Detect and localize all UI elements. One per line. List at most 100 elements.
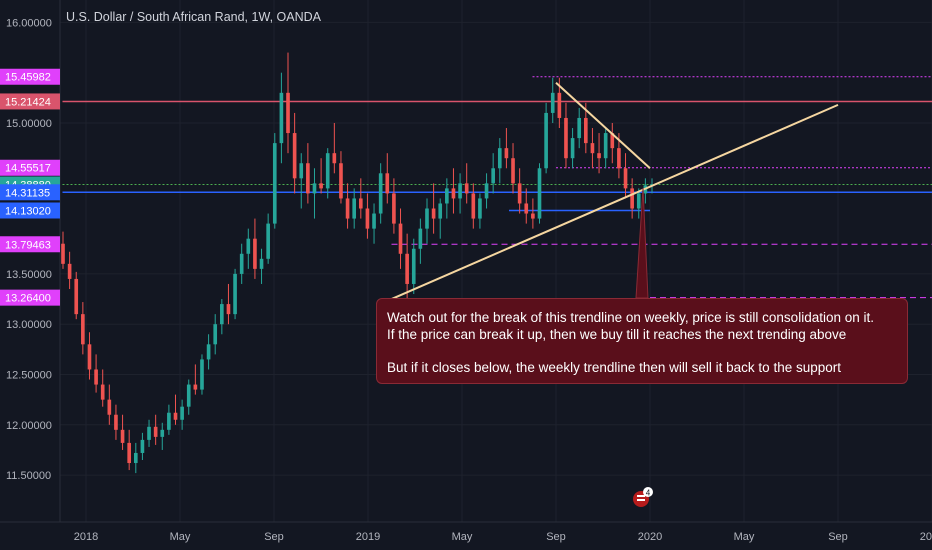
candle	[484, 173, 489, 209]
candle	[418, 218, 423, 264]
candle	[61, 231, 65, 269]
candle-body	[623, 168, 628, 189]
candle-body	[100, 384, 105, 400]
candle-body	[531, 213, 535, 219]
candle-body	[180, 406, 184, 420]
candle	[603, 128, 608, 169]
candle-body	[292, 133, 297, 179]
candle	[173, 394, 178, 425]
candle-body	[431, 208, 436, 219]
candle-body	[127, 442, 131, 464]
price-label-text: 14.13020	[5, 206, 51, 218]
candle	[365, 193, 370, 239]
price-label-text: 15.45982	[5, 72, 51, 84]
candle	[272, 133, 277, 229]
annotation-line-2: If the price can break it up, then we bu…	[387, 327, 847, 342]
trendline	[555, 82, 651, 170]
candle-body	[425, 208, 429, 229]
trendlines[interactable]	[391, 82, 839, 300]
candle	[306, 143, 310, 204]
candle	[226, 283, 231, 325]
candle	[193, 364, 198, 395]
candle-body	[484, 183, 489, 199]
annotation-line-3: But if it closes below, the weekly trend…	[387, 360, 841, 375]
annotation-note[interactable]: Watch out for the break of this trendlin…	[376, 298, 908, 384]
candle	[636, 188, 641, 219]
candle	[464, 163, 469, 204]
candle	[392, 178, 396, 234]
candle	[147, 419, 151, 447]
candle	[239, 243, 244, 284]
candle-body	[226, 304, 231, 315]
candle	[127, 429, 131, 471]
candle-body	[120, 429, 125, 443]
candle-body	[544, 112, 548, 169]
candle	[74, 271, 79, 320]
candle-body	[94, 369, 98, 385]
y-tick-label: 12.50000	[6, 370, 52, 382]
y-tick-label: 15.00000	[6, 118, 52, 130]
trendline	[391, 103, 839, 300]
candle	[100, 369, 105, 407]
candle-body	[504, 148, 509, 159]
x-tick-label: May	[170, 531, 191, 543]
candle-body	[339, 163, 343, 199]
x-tick-label: 2019	[356, 531, 380, 543]
candle-body	[107, 399, 112, 415]
candle-body	[405, 253, 409, 284]
candle	[140, 432, 145, 461]
candle	[471, 183, 476, 229]
candle-body	[365, 208, 370, 229]
candle	[186, 379, 191, 415]
candle-body	[246, 238, 251, 254]
candle-body	[564, 117, 568, 159]
candle	[352, 188, 357, 229]
candle	[81, 302, 85, 355]
candle	[405, 233, 409, 300]
candle	[570, 128, 575, 169]
candle	[491, 153, 495, 194]
earnings-event-icon[interactable]: 4	[632, 487, 654, 509]
price-label-bg	[0, 68, 60, 85]
price-label: 15.45982	[0, 68, 60, 85]
candle-body	[372, 213, 376, 229]
candle-body	[451, 188, 456, 199]
price-label: 14.55517	[0, 159, 60, 176]
candle-body	[239, 253, 244, 274]
candle	[524, 188, 529, 224]
candle-body	[220, 304, 224, 325]
y-tick-label: 13.50000	[6, 269, 52, 281]
candle-body	[617, 148, 621, 169]
y-axis-ticks: 16.00000 15.00000 13.50000 13.00000 12.50000…	[6, 17, 52, 482]
candle-body	[418, 228, 423, 249]
candle-body	[167, 412, 171, 430]
candle	[94, 354, 98, 393]
annotation-line-1: Watch out for the break of this trendlin…	[387, 310, 874, 325]
candle-body	[332, 153, 337, 164]
candle-body	[491, 168, 495, 184]
candle	[319, 158, 323, 194]
x-tick-label: Sep	[546, 531, 566, 543]
candle-body	[173, 412, 178, 420]
candle-body	[259, 258, 264, 269]
chart-title: U.S. Dollar / South African Rand, 1W, OA…	[66, 10, 321, 24]
price-label-text: 13.79463	[5, 239, 51, 251]
price-label: 14.13020	[0, 202, 60, 219]
candle	[577, 107, 582, 149]
candle	[180, 399, 184, 430]
candle-body	[206, 344, 211, 360]
price-label-bg	[0, 159, 60, 176]
candle	[279, 72, 284, 164]
candle	[153, 414, 158, 445]
candle-body	[233, 273, 237, 315]
candle-body	[74, 278, 79, 315]
candle	[623, 153, 628, 199]
candle-body	[286, 92, 290, 134]
candle	[253, 218, 257, 279]
price-label: 14.31135	[0, 184, 60, 201]
candle-body	[597, 153, 601, 159]
candle-body	[458, 183, 462, 199]
candle-body	[550, 92, 555, 113]
